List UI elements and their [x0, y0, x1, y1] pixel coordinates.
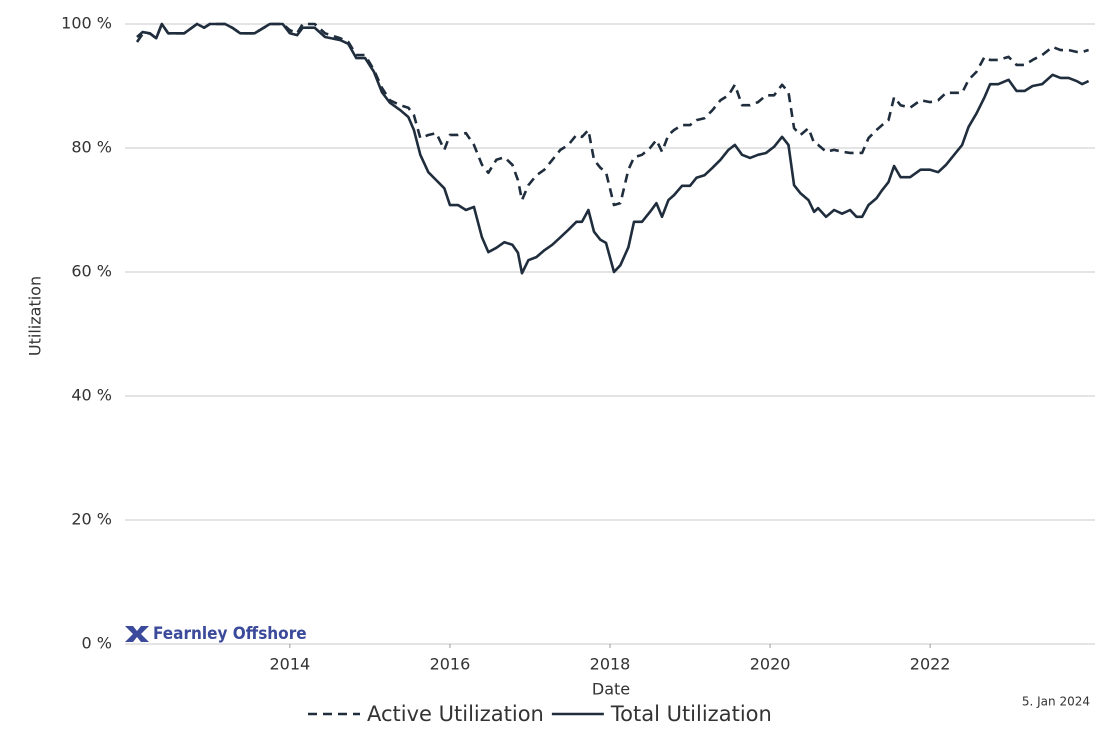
- legend-label: Total Utilization: [610, 702, 772, 726]
- x-axis-label: Date: [592, 680, 630, 699]
- series-line: [136, 22, 1090, 275]
- y-tick-label: 0 %: [82, 634, 112, 653]
- y-axis-label: Utilization: [26, 276, 45, 356]
- y-tick-label: 60 %: [71, 262, 112, 281]
- y-tick-label: 80 %: [71, 138, 112, 157]
- logo-icon: [125, 626, 149, 642]
- x-tick-label: 2016: [430, 655, 471, 674]
- x-tick-label: 2022: [910, 655, 951, 674]
- y-tick-label: 20 %: [71, 510, 112, 529]
- legend-label: Active Utilization: [367, 702, 544, 726]
- date-note: 5. Jan 2024: [1022, 695, 1090, 709]
- x-tick-label: 2020: [750, 655, 791, 674]
- series-line: [135, 22, 1089, 207]
- x-tick-label: 2018: [590, 655, 631, 674]
- logo-text: Fearnley Offshore: [153, 624, 307, 644]
- y-tick-label: 40 %: [71, 386, 112, 405]
- y-tick-label: 100 %: [61, 14, 112, 33]
- x-tick-label: 2014: [270, 655, 311, 674]
